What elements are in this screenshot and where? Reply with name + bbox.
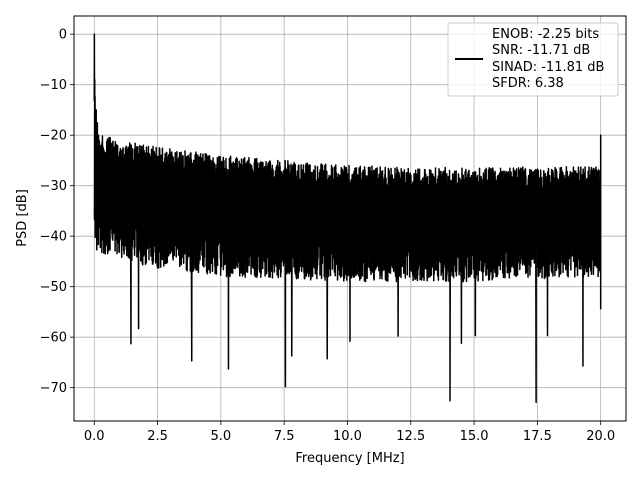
y-tick-label: −70 [40,381,67,396]
x-tick-label: 17.5 [523,429,552,444]
y-tick-label: −60 [40,331,67,346]
legend-snr: SNR: -11.71 dB [492,43,590,58]
x-axis-label: Frequency [MHz] [295,451,404,466]
y-tick-label: −40 [40,230,67,245]
legend-sfdr: SFDR: 6.38 [492,76,564,91]
plot-frame [73,15,627,422]
x-tick-label: 15.0 [460,429,489,444]
legend-box [447,22,619,97]
x-tick-label: 2.5 [147,429,168,444]
x-tick-label: 7.5 [274,429,295,444]
x-tick-label: 0.0 [84,429,105,444]
y-tick-label: −30 [40,179,67,194]
series-layer [93,33,602,404]
x-tick-label: 10.0 [333,429,362,444]
x-axis-ticks: 0.0 2.5 5.0 7.5 10.0 12.5 15.0 17.5 20.0 [84,421,615,444]
x-tick-label: 12.5 [396,429,425,444]
y-tick-label: 0 [59,28,67,43]
y-tick-label: −10 [40,78,67,93]
legend: ENOB: -2.25 bits SNR: -11.71 dB SINAD: -… [447,22,619,97]
legend-enob: ENOB: -2.25 bits [492,27,599,42]
x-tick-label: 20.0 [586,429,615,444]
psd-series-line [93,33,602,404]
y-tick-label: −50 [40,280,67,295]
y-axis-label: PSD [dB] [15,189,30,247]
x-tick-label: 5.0 [211,429,232,444]
legend-sinad: SINAD: -11.81 dB [492,60,604,75]
y-axis-ticks: 0 −10 −20 −30 −40 −50 −60 −70 [40,28,74,396]
y-tick-label: −20 [40,129,67,144]
